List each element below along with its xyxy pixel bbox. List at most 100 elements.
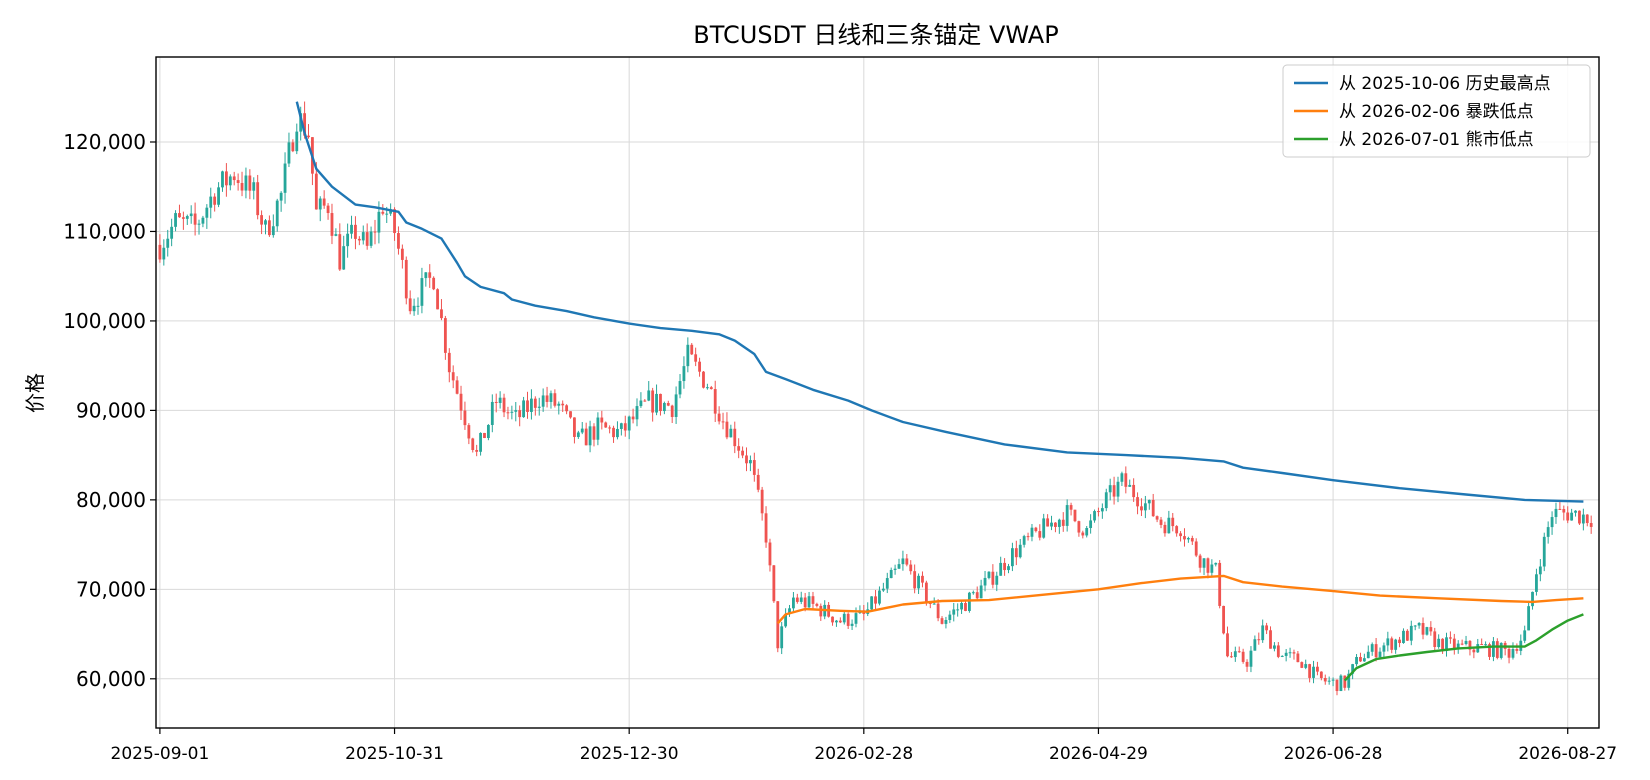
candle-body xyxy=(1183,536,1186,540)
candle-body xyxy=(1284,652,1288,656)
candle-body xyxy=(1034,527,1038,532)
candle-body xyxy=(1460,643,1464,645)
candle-body xyxy=(1374,644,1378,658)
candle-body xyxy=(999,562,1003,576)
legend-label: 从 2026-02-06 暴跌低点 xyxy=(1339,102,1534,122)
candle-body xyxy=(1273,645,1276,649)
candle-body xyxy=(1366,651,1370,659)
candle-body xyxy=(1253,639,1257,651)
candle-body xyxy=(979,585,983,599)
candle-body xyxy=(600,417,604,423)
candle-body xyxy=(381,211,385,214)
candle-body xyxy=(1585,514,1589,524)
candle-body xyxy=(662,402,666,412)
candle-body xyxy=(1112,485,1116,497)
candle-body xyxy=(964,603,967,611)
candle-body xyxy=(690,344,694,355)
candle-body xyxy=(185,216,189,219)
candle-body xyxy=(1417,623,1421,626)
candle-body xyxy=(416,305,420,307)
candle-body xyxy=(545,395,549,402)
candle-body xyxy=(1054,522,1057,527)
candle-body xyxy=(1347,673,1351,688)
candle-body xyxy=(1179,533,1182,537)
candle-body xyxy=(1515,649,1519,651)
candle-body xyxy=(1448,637,1452,639)
candle-body xyxy=(1472,649,1476,653)
candle-body xyxy=(725,421,729,438)
candle-body xyxy=(889,569,893,579)
candle-body xyxy=(659,393,662,412)
candle-body xyxy=(815,603,819,606)
candle-body xyxy=(1003,562,1007,571)
candle-body xyxy=(471,438,475,450)
candle-body xyxy=(467,425,471,439)
y-tick-label: 80,000 xyxy=(76,488,146,512)
candle-body xyxy=(1245,661,1249,667)
candle-body xyxy=(256,182,260,216)
candle-body xyxy=(213,196,217,205)
candle-body xyxy=(1331,679,1335,681)
candle-body xyxy=(995,575,999,585)
candle-body xyxy=(924,582,928,603)
candle-body xyxy=(170,226,174,239)
candle-body xyxy=(1128,484,1132,487)
candle-body xyxy=(909,564,913,572)
candle-body xyxy=(913,571,917,589)
candle-body xyxy=(721,421,725,423)
candle-body xyxy=(1581,514,1585,524)
candle-body xyxy=(733,428,737,447)
candle-body xyxy=(874,596,877,604)
candle-body xyxy=(342,246,346,270)
candle-body xyxy=(326,205,330,214)
candle-body xyxy=(361,232,365,241)
candle-body xyxy=(260,215,263,225)
legend-box xyxy=(1282,64,1591,158)
candle-body xyxy=(651,390,655,413)
candle-body xyxy=(666,402,670,406)
candle-body xyxy=(1233,651,1237,658)
candle-body xyxy=(1382,645,1386,652)
candle-body xyxy=(647,390,651,401)
plot-frame xyxy=(155,56,1600,729)
candle-body xyxy=(854,613,858,624)
vwap-line-1 xyxy=(295,101,1584,503)
candle-body xyxy=(760,489,764,514)
vwap-line-2 xyxy=(776,574,1584,625)
candle-body xyxy=(1441,638,1444,652)
candle-body xyxy=(490,401,494,425)
y-tick-label: 70,000 xyxy=(76,577,146,601)
candle-body xyxy=(881,588,885,591)
candle-body xyxy=(1249,650,1253,667)
candle-body xyxy=(952,609,956,615)
candle-body xyxy=(1390,638,1394,650)
candle-body xyxy=(670,405,674,417)
candle-body xyxy=(455,380,459,394)
candle-body xyxy=(424,272,428,279)
candle-body xyxy=(271,226,275,236)
candle-body xyxy=(514,410,518,412)
candle-body xyxy=(1269,630,1272,649)
candle-body xyxy=(479,432,482,452)
candle-body xyxy=(228,176,232,186)
candle-body xyxy=(1554,508,1558,518)
candle-body xyxy=(674,394,678,417)
candle-body xyxy=(1378,651,1382,658)
candle-body xyxy=(1093,511,1096,521)
candle-body xyxy=(1425,627,1429,635)
candle-body xyxy=(1300,662,1304,668)
candle-body xyxy=(819,605,823,617)
candle-body xyxy=(1175,526,1179,534)
candle-body xyxy=(580,428,584,433)
candle-body xyxy=(404,259,408,299)
candle-body xyxy=(436,289,439,310)
candle-body xyxy=(752,460,756,475)
candle-body xyxy=(1343,675,1347,688)
candle-body xyxy=(1523,630,1527,641)
candle-body xyxy=(1061,519,1065,526)
candle-body xyxy=(346,233,350,247)
candle-body xyxy=(705,387,709,389)
x-tick-label: 2025-10-31 xyxy=(345,744,444,764)
candle-body xyxy=(831,616,834,623)
candle-body xyxy=(354,224,357,239)
